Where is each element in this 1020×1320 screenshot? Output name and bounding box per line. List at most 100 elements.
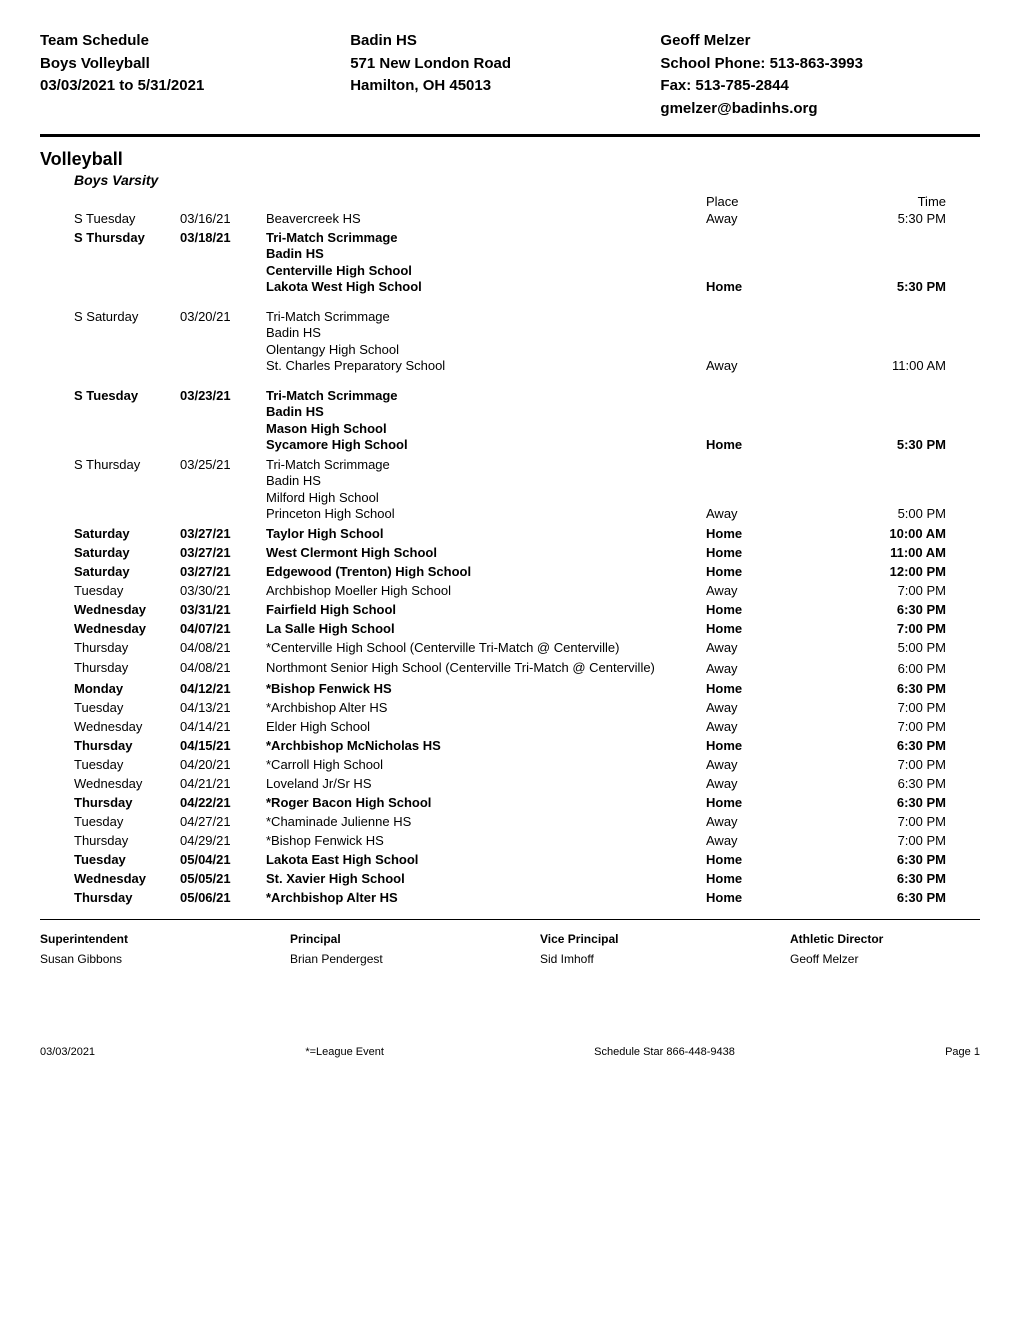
cell-day: Thursday (40, 660, 180, 675)
schedule-row: Monday04/12/21*Bishop Fenwick HSHome6:30… (40, 679, 980, 698)
spacer-row (40, 376, 980, 386)
cell-opponent: *Bishop Fenwick HS (266, 681, 706, 696)
cell-opponent: Lakota East High School (266, 852, 706, 867)
cell-opponent: Tri-Match ScrimmageBadin HSMilford High … (266, 457, 706, 522)
schedule-row: Wednesday05/05/21St. Xavier High SchoolH… (40, 869, 980, 888)
cell-time: 5:30 PM (826, 211, 946, 226)
cell-time: 7:00 PM (826, 583, 946, 598)
header-mid: Badin HS 571 New London Road Hamilton, O… (350, 30, 660, 120)
cell-place: Home (706, 564, 826, 579)
schedule-row: Tuesday04/13/21*Archbishop Alter HSAway7… (40, 698, 980, 717)
cell-time: 6:30 PM (826, 776, 946, 791)
cell-place: Away (706, 833, 826, 848)
cell-place: Home (706, 545, 826, 560)
cell-place: Away (706, 358, 826, 374)
header-address: 571 New London Road (350, 53, 660, 76)
header-sport: Boys Volleyball (40, 53, 350, 76)
cell-place: Home (706, 795, 826, 810)
cell-time: 7:00 PM (826, 621, 946, 636)
cell-opponent: *Archbishop Alter HS (266, 700, 706, 715)
cell-day: S Tuesday (40, 211, 180, 226)
cell-opponent: West Clermont High School (266, 545, 706, 560)
cell-time: 12:00 PM (826, 564, 946, 579)
cell-place: Away (706, 757, 826, 772)
cell-day: Saturday (40, 526, 180, 541)
cell-opponent: Beavercreek HS (266, 211, 706, 226)
cell-day: Tuesday (40, 814, 180, 829)
page-footer-vendor: Schedule Star 866-448-9438 (594, 1046, 735, 1058)
cell-date: 05/06/21 (180, 890, 266, 905)
column-headers: Place Time (40, 194, 980, 209)
col-day-header (40, 194, 180, 209)
schedule-row: Thursday04/29/21*Bishop Fenwick HSAway7:… (40, 831, 980, 850)
cell-time: 5:00 PM (826, 506, 946, 522)
header-email: gmelzer@badinhs.org (660, 98, 980, 121)
cell-opponent: Elder High School (266, 719, 706, 734)
cell-time: 6:30 PM (826, 738, 946, 753)
page-footer: 03/03/2021 *=League Event Schedule Star … (40, 1046, 980, 1058)
footer-role: Vice PrincipalSid Imhoff (540, 932, 730, 966)
footer-role-name: Geoff Melzer (790, 952, 980, 966)
cell-date: 03/20/21 (180, 309, 266, 324)
cell-opponent: La Salle High School (266, 621, 706, 636)
cell-day: Saturday (40, 545, 180, 560)
cell-date: 05/05/21 (180, 871, 266, 886)
cell-opponent: Fairfield High School (266, 602, 706, 617)
cell-time: 6:30 PM (826, 852, 946, 867)
footer-role-name: Brian Pendergest (290, 952, 480, 966)
cell-date: 03/23/21 (180, 388, 266, 403)
cell-time: 7:00 PM (826, 814, 946, 829)
cell-place: Home (706, 621, 826, 636)
cell-place: Away (706, 661, 826, 677)
cell-date: 04/13/21 (180, 700, 266, 715)
cell-opponent: *Bishop Fenwick HS (266, 833, 706, 848)
cell-day: Wednesday (40, 602, 180, 617)
header-right: Geoff Melzer School Phone: 513-863-3993 … (660, 30, 980, 120)
cell-date: 03/27/21 (180, 526, 266, 541)
footer-role-label: Principal (290, 932, 480, 946)
cell-day: S Saturday (40, 309, 180, 324)
cell-time: 5:00 PM (826, 640, 946, 656)
cell-day: Thursday (40, 890, 180, 905)
col-opponent-header (266, 194, 706, 209)
cell-date: 03/16/21 (180, 211, 266, 226)
cell-day: Tuesday (40, 583, 180, 598)
cell-day: Tuesday (40, 700, 180, 715)
schedule-row: S Tuesday03/16/21Beavercreek HSAway5:30 … (40, 209, 980, 228)
cell-opponent: Tri-Match ScrimmageBadin HSOlentangy Hig… (266, 309, 706, 374)
schedule-row: Thursday05/06/21*Archbishop Alter HSHome… (40, 888, 980, 907)
schedule-row: Thursday04/08/21Northmont Senior High Sc… (40, 658, 980, 678)
cell-place: Home (706, 852, 826, 867)
cell-day: Wednesday (40, 871, 180, 886)
cell-day: S Tuesday (40, 388, 180, 403)
schedule-row: S Thursday03/25/21Tri-Match ScrimmageBad… (40, 455, 980, 524)
cell-day: Thursday (40, 640, 180, 655)
page-footer-page: Page 1 (945, 1046, 980, 1058)
cell-place: Away (706, 814, 826, 829)
cell-date: 04/27/21 (180, 814, 266, 829)
cell-opponent: Tri-Match ScrimmageBadin HSMason High Sc… (266, 388, 706, 453)
header-rule (40, 134, 980, 137)
cell-time: 6:30 PM (826, 890, 946, 905)
cell-place: Home (706, 681, 826, 696)
cell-opponent: *Chaminade Julienne HS (266, 814, 706, 829)
cell-date: 03/30/21 (180, 583, 266, 598)
cell-day: Thursday (40, 833, 180, 848)
cell-place: Home (706, 890, 826, 905)
cell-date: 04/08/21 (180, 640, 266, 655)
footer-rule (40, 919, 980, 920)
cell-time: 6:30 PM (826, 795, 946, 810)
cell-opponent: Edgewood (Trenton) High School (266, 564, 706, 579)
cell-time: 5:30 PM (826, 279, 946, 295)
cell-time: 6:00 PM (826, 661, 946, 677)
footer-role: SuperintendentSusan Gibbons (40, 932, 230, 966)
header-contact-name: Geoff Melzer (660, 30, 980, 53)
cell-time: 10:00 AM (826, 526, 946, 541)
cell-place: Away (706, 583, 826, 598)
cell-date: 04/14/21 (180, 719, 266, 734)
cell-day: Wednesday (40, 719, 180, 734)
schedule-row: Tuesday03/30/21Archbishop Moeller High S… (40, 581, 980, 600)
cell-place: Home (706, 871, 826, 886)
cell-opponent: *Centerville High School (Centerville Tr… (266, 640, 706, 656)
schedule-row: Saturday03/27/21West Clermont High Schoo… (40, 543, 980, 562)
